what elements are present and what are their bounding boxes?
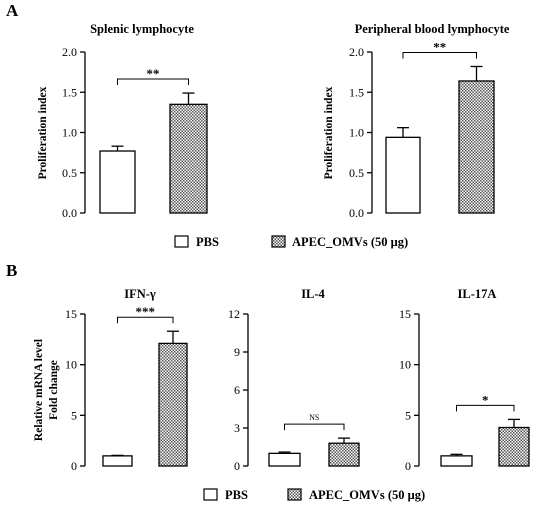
y-tick-label: 0.5	[62, 166, 77, 180]
legend-a-omv-label: APEC_OMVs (50 μg)	[292, 235, 408, 249]
y-tick-label: 6	[234, 383, 240, 397]
legend-b-pbs-label: PBS	[225, 488, 248, 502]
y-tick-label: 1.0	[62, 126, 77, 140]
panel-b-label: B	[6, 261, 17, 280]
legend-a-pbs-swatch	[174, 235, 189, 248]
charts: Splenic lymphocyte 0.0 0.5 1.0 1.5 2.0 Prolife…	[33, 22, 530, 473]
y-tick-label: 3	[234, 421, 240, 435]
y-tick-label: 0	[405, 459, 411, 473]
y-tick-label: 9	[234, 345, 240, 359]
significance-label: ***	[136, 304, 156, 319]
y-tick-label: 15	[65, 307, 77, 321]
bar-omv	[158, 342, 188, 467]
chart-4: IL-4 0 3 6 9 12 NS	[228, 287, 360, 473]
y-tick-label: 5	[405, 408, 411, 422]
y-tick-label: 10	[399, 358, 411, 372]
bar-omv	[458, 80, 495, 214]
y-axis-label: Fold change	[48, 360, 60, 420]
significance-label: **	[433, 39, 446, 54]
chart-title: Splenic lymphocyte	[90, 22, 194, 36]
y-tick-label: 0.0	[349, 206, 364, 220]
y-tick-label: 1.5	[349, 85, 364, 99]
legend-a-omv-swatch	[271, 235, 286, 248]
chart-title: IL-4	[301, 287, 325, 301]
y-tick-label: 10	[65, 358, 77, 372]
bar-pbs	[440, 455, 473, 467]
bar-omv	[498, 426, 530, 467]
significance-bracket	[456, 404, 515, 412]
y-tick-label: 12	[228, 307, 240, 321]
significance-bracket	[117, 78, 189, 86]
significance-label: NS	[309, 413, 319, 422]
y-axis-label: Proliferation index	[37, 86, 49, 179]
y-tick-label: 2.0	[349, 45, 364, 59]
chart-title: Peripheral blood lymphocyte	[355, 22, 510, 36]
legend-b-pbs-swatch	[203, 488, 218, 501]
bar-pbs	[385, 136, 421, 214]
y-axis-label: Relative mRNA level	[33, 339, 45, 441]
legend-b: PBS APEC_OMVs (50 μg)	[203, 488, 425, 502]
y-tick-label: 0	[234, 459, 240, 473]
panel-a-label: A	[6, 1, 19, 20]
significance-bracket	[284, 423, 345, 431]
bar-omv	[328, 442, 360, 467]
chart-title: IFN-γ	[124, 287, 156, 301]
significance-bracket	[117, 316, 174, 324]
y-tick-label: 1.0	[349, 126, 364, 140]
legend-a-pbs-label: PBS	[196, 235, 219, 249]
bar-pbs	[99, 150, 136, 214]
chart-1: Splenic lymphocyte 0.0 0.5 1.0 1.5 2.0 Prolife…	[37, 22, 208, 220]
bar-pbs	[268, 452, 301, 467]
y-tick-label: 5	[71, 408, 77, 422]
significance-bracket	[402, 51, 477, 59]
significance-label: **	[147, 66, 160, 81]
y-tick-label: 1.5	[62, 85, 77, 99]
y-axis-label: Proliferation index	[323, 86, 335, 179]
chart-3: IFN-γ 0 5 10 15 Relative mRNA level Fold chang…	[33, 287, 188, 473]
chart-2: Peripheral blood lymphocyte 0.0 0.5 1.0 1.5 2…	[323, 22, 510, 220]
legend-b-omv-swatch	[287, 488, 302, 501]
chart-title: IL-17A	[458, 287, 497, 301]
y-tick-label: 15	[399, 307, 411, 321]
y-tick-label: 0.5	[349, 166, 364, 180]
chart-5: IL-17A 0 5 10 15 *	[399, 287, 530, 473]
y-tick-label: 2.0	[62, 45, 77, 59]
bar-pbs	[102, 455, 133, 467]
legend-b-omv-label: APEC_OMVs (50 μg)	[309, 488, 425, 502]
legend-a: PBS APEC_OMVs (50 μg)	[174, 235, 408, 249]
y-tick-label: 0	[71, 459, 77, 473]
y-tick-label: 0.0	[62, 206, 77, 220]
significance-label: *	[482, 392, 489, 407]
bar-omv	[169, 103, 208, 214]
